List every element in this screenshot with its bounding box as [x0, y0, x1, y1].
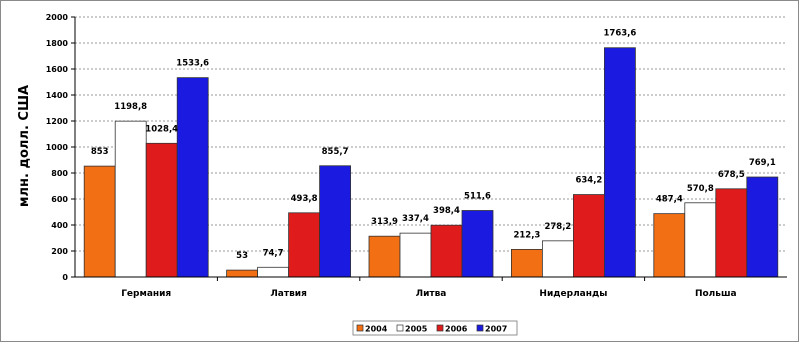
bar-2005: [684, 202, 717, 278]
legend-swatch-2007: [476, 324, 484, 332]
data-label: 570,8: [687, 184, 714, 194]
y-tick-label: 600: [51, 195, 68, 204]
y-tick-label: 1400: [46, 91, 69, 100]
bar-2007: [461, 210, 494, 278]
data-label: 1763,6: [603, 29, 636, 39]
data-label: 493,8: [291, 194, 318, 204]
x-axis: Германия Латвия Литва Нидерланды Польша: [75, 276, 787, 299]
legend-swatch-2004: [356, 324, 364, 332]
bar-2007: [604, 47, 636, 278]
y-tick-label: 0: [62, 273, 68, 282]
data-label: 855,7: [322, 147, 349, 157]
legend-label: 2005: [405, 325, 428, 334]
y-tick-label: 200: [51, 247, 68, 256]
legend-swatch-2006: [436, 324, 444, 332]
y-axis-title: млн. долл. США: [17, 85, 32, 207]
bar-2006: [145, 142, 178, 278]
x-tick-label: Латвия: [270, 289, 307, 299]
data-label: 53: [236, 251, 248, 261]
legend-box: [352, 320, 518, 336]
bar-2004: [368, 235, 401, 278]
bar-2004: [510, 249, 543, 278]
bar-2005: [114, 120, 147, 278]
data-label: 678,5: [718, 170, 745, 180]
bar-2005: [399, 232, 432, 278]
x-tick-label: Нидерланды: [539, 289, 607, 299]
y-axis: 0 200 400 600 800 1000 1200 1400 1600 1800 2000: [46, 13, 76, 282]
y-tick-label: 2000: [46, 13, 69, 22]
data-label: 634,2: [575, 176, 602, 186]
bar-2007: [176, 77, 209, 278]
y-tick-label: 1200: [46, 117, 69, 126]
y-tick-label: 1000: [46, 143, 69, 152]
data-label: 487,4: [656, 195, 683, 205]
bar-2006: [573, 194, 605, 278]
bar-2007: [319, 165, 352, 278]
bar-2006: [715, 188, 748, 278]
data-label: 278,2: [544, 222, 571, 232]
legend-label: 2004: [365, 325, 388, 334]
data-label: 313,9: [371, 217, 398, 227]
data-label: 337,4: [402, 214, 429, 224]
bar-2004: [653, 213, 686, 278]
legend-label: 2007: [485, 325, 507, 334]
data-label: 398,4: [433, 206, 460, 216]
x-tick-label: Литва: [416, 289, 447, 299]
data-label: 769,1: [749, 158, 776, 168]
legend-swatch-2005: [396, 324, 404, 332]
legend: 2004 2005 2006 2007: [352, 320, 518, 336]
bar-2004: [83, 165, 116, 278]
data-label: 1198,8: [114, 102, 147, 112]
bar-2005: [542, 240, 574, 278]
y-tick-label: 400: [51, 221, 68, 230]
y-tick-label: 800: [51, 169, 68, 178]
data-label: 212,3: [513, 230, 540, 240]
data-label: 511,6: [464, 191, 491, 201]
y-tick-label: 1800: [46, 39, 69, 48]
bar-2006: [288, 212, 321, 278]
data-label: 74,7: [263, 248, 284, 258]
y-tick-label: 1600: [46, 65, 69, 74]
bar-2005: [257, 266, 290, 278]
bar-2007: [746, 176, 779, 278]
x-tick-label: Польша: [695, 289, 737, 299]
legend-label: 2006: [445, 325, 468, 334]
bar-2006: [430, 224, 463, 278]
data-label: 1028,4: [145, 124, 178, 134]
data-label: 1533,6: [176, 59, 209, 69]
data-labels: 853 1198,8 1028,4 1533,6 53 74,7 493,8 855,7 313…: [91, 29, 776, 261]
bars: [83, 47, 779, 278]
x-tick-label: Германия: [121, 289, 171, 299]
bar-2004: [226, 269, 259, 278]
data-label: 853: [91, 147, 109, 157]
